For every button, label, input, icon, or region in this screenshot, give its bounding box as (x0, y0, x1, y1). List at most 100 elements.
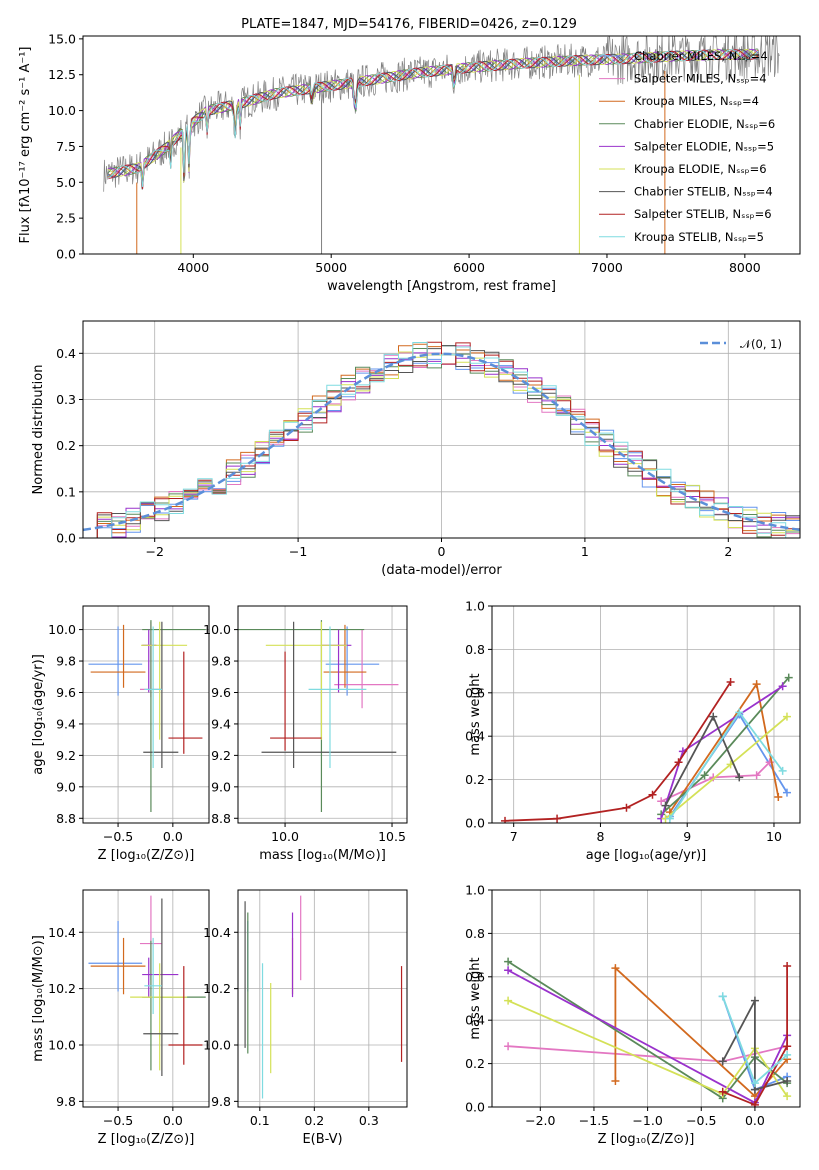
errorbar-point (323, 624, 367, 688)
grid (492, 889, 800, 1108)
errorbar-point (88, 626, 143, 696)
mass-weight-line (722, 966, 788, 1106)
y-tick-label: 10.0 (203, 622, 231, 637)
y-tick-label: 10.4 (48, 925, 76, 940)
x-tick-label: −1.5 (579, 1113, 609, 1128)
panel-4: 10.0 10.5 8.8 9.0 9.2 9.4 9.6 9.8 10.0 mass [log₁… (203, 605, 408, 863)
y-tick-label: 9.0 (56, 779, 76, 794)
plot-area (88, 895, 206, 1076)
legend-entry: Kroupa ELODIE, Nₛₛₚ=6 (634, 162, 767, 176)
x-axis-label: (data-model)/error (381, 563, 502, 578)
y-tick-label: 9.2 (211, 748, 231, 763)
errorbar-point (141, 621, 188, 740)
plus-marker (752, 680, 761, 689)
plus-marker (750, 1079, 759, 1088)
y-axis-label: mass weight (468, 673, 483, 755)
errorbar-point (265, 621, 348, 740)
plot-area (103, 36, 780, 254)
y-tick-label: 9.0 (211, 779, 231, 794)
axes-frame (237, 889, 408, 1108)
x-tick-label: 0.1 (250, 1113, 270, 1128)
plus-marker (783, 1092, 792, 1101)
y-tick-label: 10.0 (48, 103, 76, 118)
mass-weight-line (660, 761, 771, 803)
axes-frame (82, 320, 801, 539)
errorbar-point (261, 621, 397, 768)
legend-entry: Kroupa STELIB, Nₛₛₚ=5 (634, 230, 764, 244)
errorbar-point (143, 898, 179, 1076)
y-axis-label: age [log₁₀(age/yr)] (31, 654, 46, 775)
x-tick-label: 8000 (729, 260, 761, 275)
y-tick-label: 9.4 (56, 716, 76, 731)
y-tick-label: 10.0 (48, 1038, 76, 1053)
errorbar-point (168, 966, 203, 1065)
y-tick-label: 2.5 (56, 211, 76, 226)
gaussian-curve (83, 352, 800, 532)
y-tick-label: 12.5 (48, 67, 76, 82)
grid (83, 606, 209, 823)
plus-marker (783, 1076, 792, 1085)
errorbar-point (270, 651, 322, 751)
plus-marker (718, 992, 727, 1001)
plus-marker (622, 803, 631, 812)
x-tick-label: 1 (581, 544, 589, 559)
plus-marker (726, 677, 735, 686)
plus-marker (504, 1042, 513, 1051)
y-tick-label: 15.0 (48, 31, 76, 46)
axes-frame (237, 605, 408, 824)
y-tick-label: 0.2 (465, 1056, 485, 1071)
x-tick-label: −0.5 (103, 1113, 133, 1128)
plot-area (501, 673, 793, 823)
panel-8: −2.0 −1.5 −1.0 −0.5 0.0 0.0 0.2 0.4 0.6 0.8 1.0 Z [… (465, 883, 801, 1147)
axes-frame (82, 605, 210, 824)
errorbar-point (144, 626, 162, 768)
y-tick-label: 9.8 (211, 654, 231, 669)
legend-entry: Chabrier STELIB, Nₛₛₚ=4 (634, 185, 773, 199)
grid (238, 606, 407, 823)
errorbar-point (130, 963, 188, 1071)
plot-area (238, 620, 399, 812)
x-tick-label: −1.0 (632, 1113, 662, 1128)
x-tick-label: −2 (145, 544, 163, 559)
panel-6: −0.5 0.0 9.8 10.0 10.2 10.4 Z [log₁₀(Z/Z⊙)] mas… (31, 889, 210, 1147)
model-spectrum (107, 49, 759, 188)
y-tick-label: 1.0 (465, 883, 485, 898)
x-tick-label: 0.0 (163, 1113, 183, 1128)
y-tick-label: 0.0 (56, 531, 76, 546)
mass-weight-line (504, 681, 732, 822)
plus-marker (784, 673, 793, 682)
plus-marker (661, 801, 670, 810)
plot-area (504, 957, 792, 1107)
y-tick-label: 8.8 (56, 811, 76, 826)
grid (238, 890, 407, 1107)
x-tick-label: 10 (766, 829, 782, 844)
y-tick-label: 5.0 (56, 175, 76, 190)
errorbar-point (334, 629, 399, 709)
x-tick-label: −0.5 (686, 1113, 716, 1128)
x-tick-label: 4000 (177, 260, 209, 275)
y-tick-label: 9.6 (211, 685, 231, 700)
legend-entry: Kroupa MILES, Nₛₛₚ=4 (634, 94, 759, 108)
y-tick-label: 9.8 (211, 1094, 231, 1109)
y-tick-label: 7.5 (56, 139, 76, 154)
legend-entry: Salpeter MILES, Nₛₛₚ=4 (634, 72, 767, 86)
x-tick-label: −0.5 (103, 829, 133, 844)
y-tick-label: 0.0 (56, 247, 76, 262)
legend-entry: Chabrier ELODIE, Nₛₛₚ=6 (634, 117, 775, 131)
plus-marker (648, 790, 657, 799)
legend-entry: 𝒩(0, 1) (740, 337, 782, 351)
x-axis-label: Z [log₁₀(Z/Z⊙)] (598, 1132, 695, 1147)
y-tick-label: 0.6 (465, 969, 485, 984)
x-tick-label: −2.0 (525, 1113, 555, 1128)
y-tick-label: 0.8 (465, 642, 485, 657)
y-tick-label: 9.4 (211, 716, 231, 731)
y-tick-label: 0.8 (465, 926, 485, 941)
model-spectrum (107, 49, 759, 187)
plus-marker (750, 1100, 759, 1107)
x-tick-label: 8 (596, 829, 604, 844)
x-tick-label: 0 (438, 544, 446, 559)
y-tick-label: 10.2 (203, 981, 231, 996)
x-tick-label: 5000 (315, 260, 347, 275)
errorbar-point (143, 621, 179, 768)
y-tick-label: 8.8 (211, 811, 231, 826)
